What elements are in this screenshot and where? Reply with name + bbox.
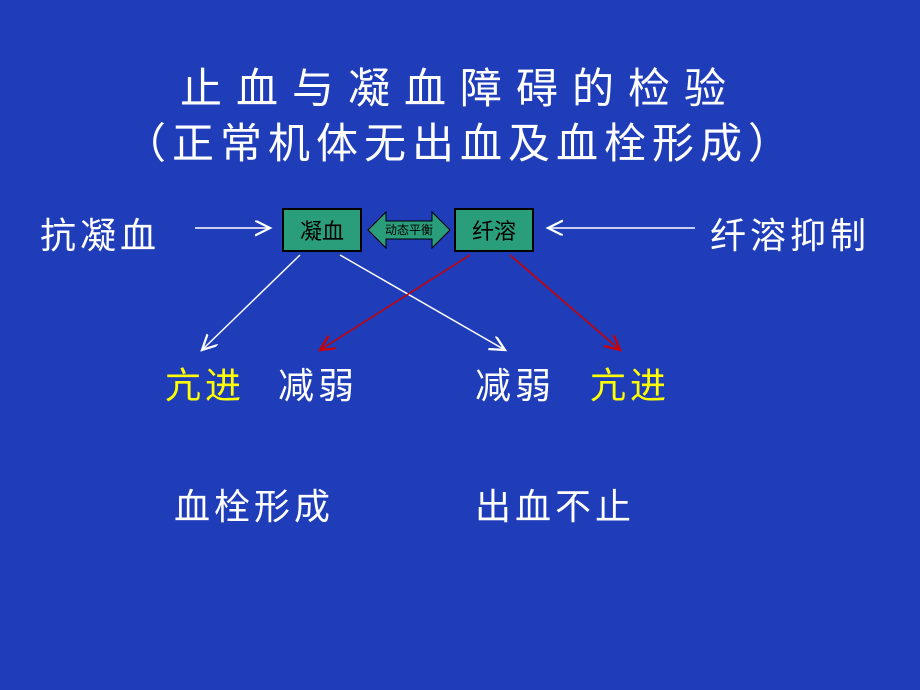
label-hyperactive-1: 亢进	[165, 357, 245, 409]
label-hyperactive-2: 亢进	[590, 357, 670, 409]
arrow-fibrin-to-weak1	[320, 255, 470, 350]
label-anticoagulation: 抗凝血	[40, 207, 160, 259]
box-coagulation: 凝血	[282, 208, 362, 252]
balance-text: 动态平衡	[385, 223, 433, 237]
label-bleeding: 出血不止	[475, 478, 635, 530]
label-weakened-2: 减弱	[475, 357, 555, 409]
slide-title-line1: 止血与凝血障碍的检验	[0, 55, 920, 116]
arrow-coag-to-weak2	[340, 255, 505, 350]
label-thrombosis: 血栓形成	[174, 478, 334, 530]
arrow-fibrin-to-hyper2	[510, 255, 620, 350]
label-fibrinolysis-inhibition: 纤溶抑制	[710, 207, 870, 259]
label-weakened-1: 减弱	[278, 357, 358, 409]
box-fibrinolysis: 纤溶	[454, 208, 534, 252]
slide-title-line2: （正常机体无出血及血栓形成）	[0, 110, 920, 171]
arrow-coag-to-hyper1	[202, 255, 300, 350]
